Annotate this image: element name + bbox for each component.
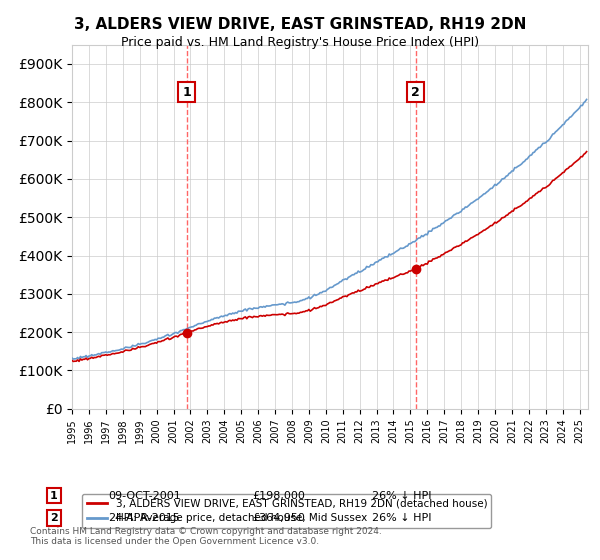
Text: 1: 1 [50,491,58,501]
Text: Contains HM Land Registry data © Crown copyright and database right 2024.
This d: Contains HM Land Registry data © Crown c… [30,526,382,546]
Text: 1: 1 [182,86,191,99]
Text: 24-APR-2015: 24-APR-2015 [108,513,180,523]
Text: £198,000: £198,000 [252,491,305,501]
Text: 26% ↓ HPI: 26% ↓ HPI [372,491,431,501]
Text: Price paid vs. HM Land Registry's House Price Index (HPI): Price paid vs. HM Land Registry's House … [121,36,479,49]
Text: 3, ALDERS VIEW DRIVE, EAST GRINSTEAD, RH19 2DN: 3, ALDERS VIEW DRIVE, EAST GRINSTEAD, RH… [74,17,526,32]
Text: 26% ↓ HPI: 26% ↓ HPI [372,513,431,523]
Legend: 3, ALDERS VIEW DRIVE, EAST GRINSTEAD, RH19 2DN (detached house), HPI: Average pr: 3, ALDERS VIEW DRIVE, EAST GRINSTEAD, RH… [82,494,491,528]
Text: 2: 2 [50,513,58,523]
Text: 2: 2 [411,86,420,99]
Text: 09-OCT-2001: 09-OCT-2001 [108,491,181,501]
Text: £364,950: £364,950 [252,513,305,523]
